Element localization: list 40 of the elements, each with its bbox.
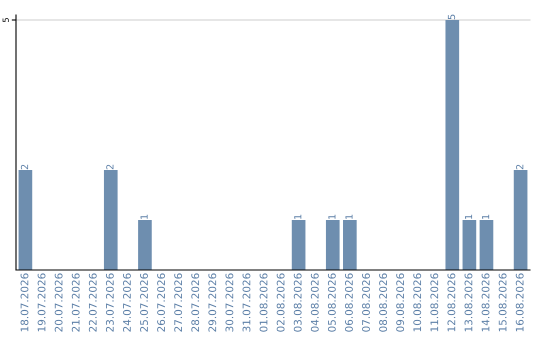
x-tick-label: 21.07.2026 <box>72 273 80 332</box>
x-tick-label: 31.07.2026 <box>242 273 250 332</box>
data-label: 2 <box>516 164 524 170</box>
x-tick-label: 29.07.2026 <box>208 273 216 332</box>
x-tick-label: 05.08.2026 <box>328 273 336 332</box>
x-tick-label: 22.07.2026 <box>88 273 97 332</box>
x-tick-label: 06.08.2026 <box>344 273 353 332</box>
data-label: 1 <box>464 214 472 219</box>
x-tick-label: 23.07.2026 <box>106 273 114 332</box>
x-tick-label: 16.08.2026 <box>516 273 524 332</box>
x-tick-label: 02.08.2026 <box>276 273 285 332</box>
x-tick-label: 13.08.2026 <box>464 273 472 332</box>
x-tick-label: 11.08.2026 <box>430 273 438 332</box>
x-tick-label: 07.08.2026 <box>362 273 370 332</box>
data-label: 1 <box>328 214 336 219</box>
data-label: 1 <box>345 214 353 219</box>
data-label: 2 <box>20 164 28 170</box>
x-tick-label: 25.07.2026 <box>140 273 148 332</box>
data-label: 1 <box>140 214 148 219</box>
x-tick-label: 27.07.2026 <box>174 273 182 332</box>
x-tick-label: 09.08.2026 <box>396 273 404 332</box>
x-tick-label: 26.07.2026 <box>157 273 166 332</box>
x-tick-label: 03.08.2026 <box>294 273 302 332</box>
data-label: 1 <box>482 214 490 219</box>
x-tick-label: 04.08.2026 <box>310 273 319 332</box>
x-tick-label: 01.08.2026 <box>260 273 268 332</box>
x-tick-label: 12.08.2026 <box>447 273 456 332</box>
x-tick-label: 18.07.2026 <box>20 273 28 332</box>
data-label: 5 <box>448 14 456 20</box>
x-tick-label: 28.07.2026 <box>191 273 200 332</box>
x-tick-label: 19.07.2026 <box>38 273 46 332</box>
x-tick-label: 15.08.2026 <box>498 273 507 332</box>
x-tick-label: 24.07.2026 <box>122 273 131 332</box>
x-tick-label: 20.07.2026 <box>54 273 63 332</box>
x-tick-label: 08.08.2026 <box>379 273 388 332</box>
data-label: 1 <box>294 214 302 219</box>
x-tick-label: 10.08.2026 <box>413 273 422 332</box>
x-tick-label: 30.07.2026 <box>225 273 234 332</box>
data-label: 2 <box>106 164 114 170</box>
x-tick-label: 14.08.2026 <box>482 273 490 332</box>
